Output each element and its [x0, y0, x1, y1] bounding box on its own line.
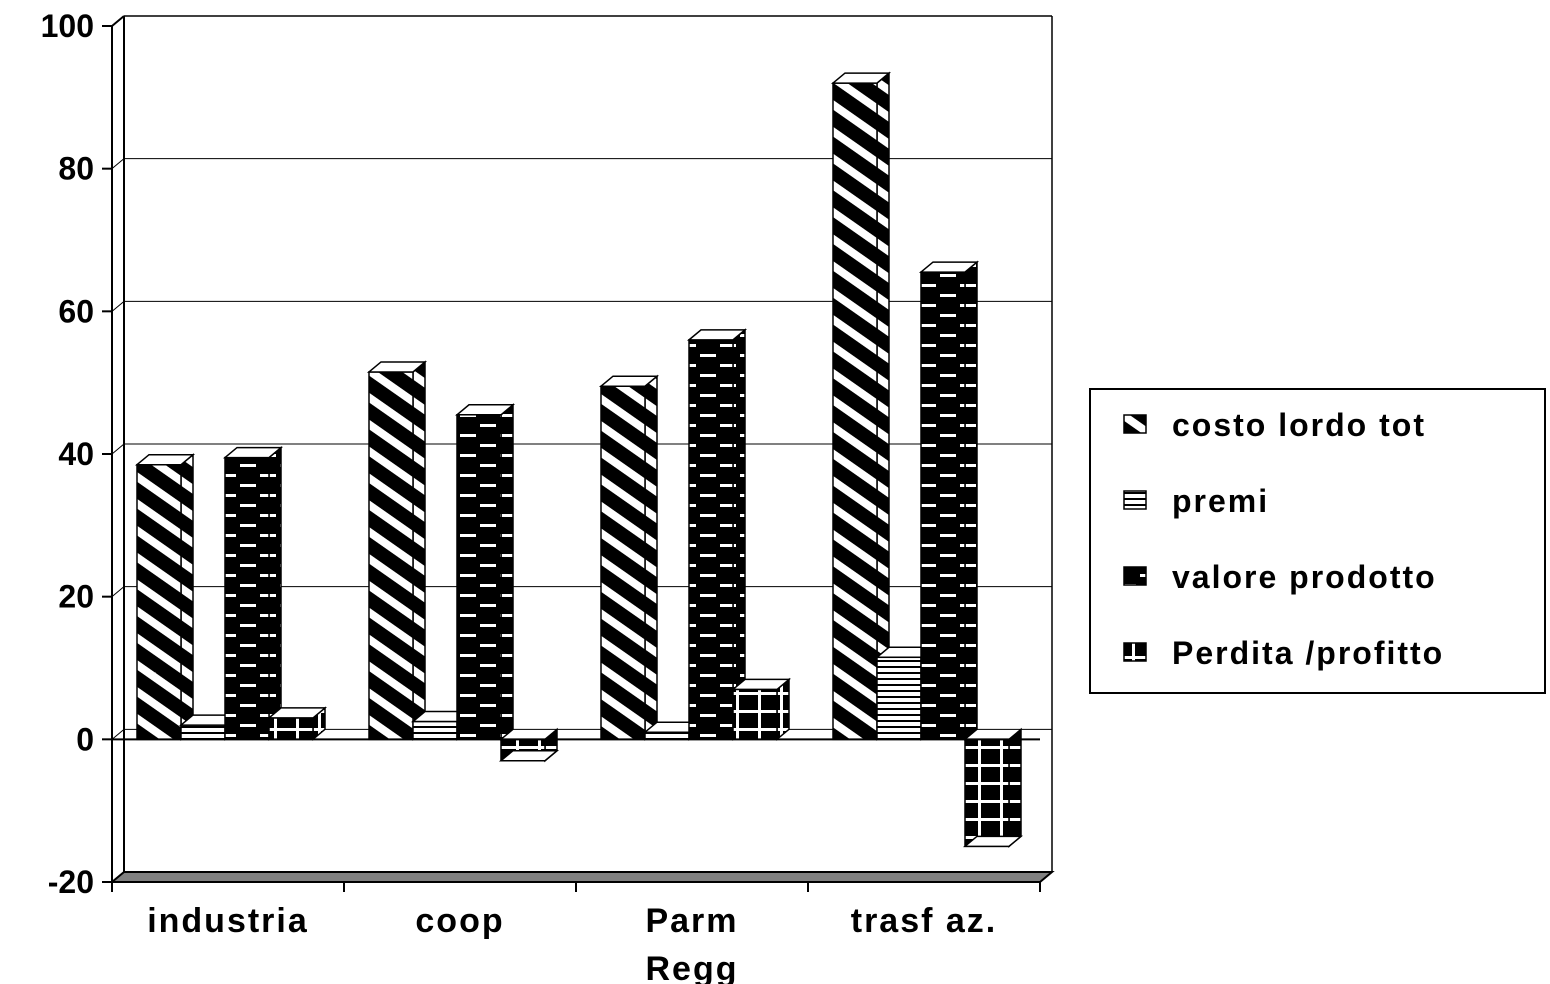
legend-item: costo lordo tot [1123, 407, 1426, 443]
bar [266, 706, 328, 741]
y-tick-label: 40 [58, 436, 94, 472]
legend-box [1089, 388, 1546, 694]
bar-top [498, 749, 560, 762]
bar-side [876, 71, 890, 741]
bar-front [180, 724, 226, 741]
bar-front [412, 720, 458, 741]
gridline [111, 728, 125, 740]
gridline [111, 586, 125, 598]
bar-top [962, 835, 1024, 848]
y-tick-label: 80 [58, 151, 94, 187]
bar-side [644, 374, 658, 741]
bar [830, 71, 892, 741]
y-tick-label: 60 [58, 293, 94, 329]
bar-top [454, 404, 516, 416]
bar [366, 360, 428, 741]
bar-side [268, 445, 282, 741]
legend-swatch [1123, 642, 1147, 662]
legend-swatch [1123, 414, 1147, 434]
bar-side [964, 260, 978, 741]
bar-top [266, 707, 328, 719]
x-category-label: Parm [645, 902, 738, 940]
x-axis: industria coop Parm Regg trasf az. [111, 882, 1041, 984]
legend-label: costo lordo tot [1172, 407, 1426, 443]
bar-front [456, 414, 502, 741]
y-tick-label: -20 [48, 864, 94, 900]
bars [112, 71, 1040, 848]
bar-side [412, 360, 426, 741]
bar-top [222, 446, 284, 459]
bar-front [136, 463, 182, 741]
legend-item: valore prodotto [1123, 559, 1437, 595]
bar-front [224, 456, 270, 741]
bar-front [832, 82, 878, 741]
legend-item: Perdita /profitto [1123, 635, 1444, 671]
bar-top [730, 678, 792, 691]
bar-side [180, 453, 194, 741]
x-category-label: Regg [646, 950, 739, 984]
y-axis: 100 80 60 40 20 0 -20 [41, 8, 112, 900]
bar-top [134, 453, 196, 466]
gridline [111, 300, 125, 312]
legend-swatch [1123, 490, 1147, 510]
x-category-label: coop [415, 902, 504, 940]
bar-side [500, 403, 514, 741]
bar [222, 445, 284, 741]
bar [918, 260, 980, 741]
bar-front [644, 731, 690, 741]
legend-swatch [1123, 566, 1147, 586]
gridlines [111, 158, 1052, 740]
x-category-label: industria [147, 902, 309, 940]
bar-top [366, 361, 428, 373]
bar-top [918, 261, 980, 273]
bar-top [830, 72, 892, 84]
legend: costo lordo tot premi valore prodotto Perdi… [1089, 388, 1546, 694]
bar [134, 453, 196, 741]
bar-side [732, 328, 746, 741]
bar-front [368, 371, 414, 741]
bar-front [876, 656, 922, 741]
gridline [111, 443, 125, 455]
bar-front [964, 738, 1010, 848]
bar-side [1008, 727, 1022, 848]
y-tick-label: 0 [76, 721, 94, 757]
bar-front [688, 339, 734, 741]
legend-label: premi [1172, 483, 1269, 519]
gridline [111, 158, 125, 170]
bar-top [598, 375, 660, 387]
legend-item: premi [1123, 483, 1269, 519]
bar-front [600, 385, 646, 741]
bar-front [732, 688, 778, 741]
bar-front [268, 717, 314, 741]
bar-top [686, 329, 748, 341]
bar [730, 677, 792, 741]
bar [454, 403, 516, 741]
x-category-label: trasf az. [851, 902, 998, 940]
bar-front [920, 271, 966, 741]
y-tick-label: 20 [58, 579, 94, 615]
bar [598, 374, 660, 741]
bar [498, 727, 560, 763]
bar [962, 727, 1024, 848]
y-tick-label: 100 [41, 8, 94, 44]
legend-label: valore prodotto [1172, 559, 1437, 595]
bar [686, 328, 748, 741]
legend-label: Perdita /profitto [1172, 635, 1444, 671]
